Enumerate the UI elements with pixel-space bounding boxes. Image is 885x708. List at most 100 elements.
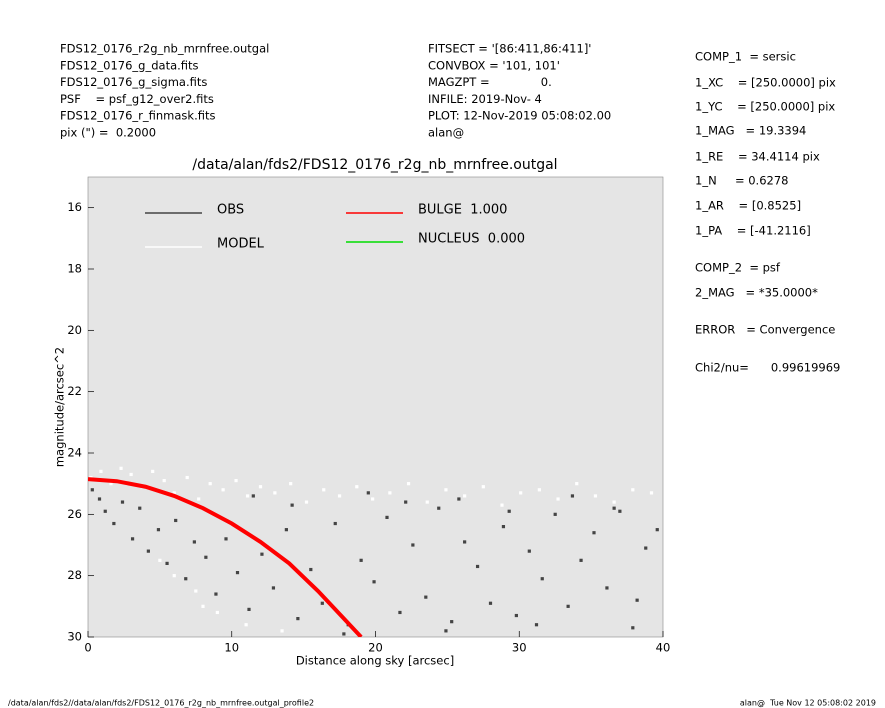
header-line: pix (") = 0.2000 — [60, 126, 156, 140]
y-axis-label: magnitude/arcsec^2 — [53, 347, 67, 467]
data-point — [221, 488, 225, 492]
data-point — [120, 500, 125, 504]
data-point — [174, 518, 178, 523]
data-point — [103, 509, 107, 513]
y-tick-label: 20 — [67, 323, 82, 337]
data-point — [129, 472, 133, 477]
data-point — [138, 506, 142, 510]
data-point — [271, 586, 276, 590]
data-point — [450, 620, 454, 624]
y-tick-label: 18 — [67, 262, 82, 276]
y-tick-label: 28 — [67, 568, 82, 582]
model-curve — [88, 477, 363, 637]
data-point — [605, 586, 609, 590]
chart-title: /data/alan/fds2/FDS12_0176_r2g_nb_mrnfre… — [192, 157, 557, 173]
data-point — [97, 497, 102, 501]
data-point — [425, 500, 429, 504]
data-point — [289, 482, 293, 486]
data-point — [631, 488, 635, 492]
x-tick-label: 10 — [224, 641, 239, 655]
header-line: FDS12_0176_g_sigma.fits — [60, 75, 207, 89]
data-point — [244, 623, 248, 627]
data-point — [201, 604, 205, 608]
data-point — [204, 555, 208, 559]
data-point — [366, 491, 370, 495]
fit-result: 1_AR = [0.8525] — [695, 199, 801, 213]
y-tick-label: 30 — [67, 630, 82, 644]
legend-label: OBS — [217, 203, 244, 218]
data-point — [481, 485, 485, 489]
data-point — [158, 558, 162, 562]
header-line: FDS12_0176_g_data.fits — [60, 58, 199, 72]
data-point — [649, 491, 654, 495]
data-point — [500, 503, 504, 507]
data-point — [273, 491, 277, 495]
data-point — [406, 482, 411, 486]
data-point — [162, 479, 166, 483]
data-point — [119, 466, 123, 470]
data-point — [579, 558, 583, 562]
header-line: INFILE: 2019-Nov- 4 — [428, 92, 542, 106]
data-point — [655, 528, 659, 532]
data-point — [575, 482, 579, 486]
fit-result: 2_MAG = *35.0000* — [695, 286, 818, 300]
data-point — [109, 482, 113, 486]
data-point — [444, 488, 448, 492]
data-point — [337, 494, 342, 498]
data-point — [359, 558, 363, 562]
fit-result: ERROR = Convergence — [695, 323, 835, 337]
data-point — [355, 485, 359, 489]
header-line: CONVBOX = '101, 101' — [428, 58, 560, 72]
header-line: FITSECT = '[86:411,86:411]' — [428, 42, 591, 56]
header-line: FDS12_0176_r_finmask.fits — [60, 109, 215, 123]
data-point — [184, 577, 188, 581]
data-point — [388, 491, 392, 495]
data-point — [322, 488, 326, 492]
header-line: FDS12_0176_r2g_nb_mrnfree.outgal — [60, 42, 269, 56]
data-point — [342, 632, 346, 636]
data-point — [514, 613, 518, 618]
fit-result: 1_YC = [250.0000] pix — [695, 100, 835, 114]
fit-result: 1_PA = [-41.2116] — [695, 224, 811, 238]
data-point — [488, 601, 493, 605]
data-point — [507, 509, 511, 513]
data-point — [172, 491, 176, 495]
y-tick-label: 22 — [67, 384, 82, 398]
x-tick-label: 30 — [512, 641, 527, 655]
data-point — [172, 574, 176, 578]
data-point — [224, 537, 228, 541]
legend-label: BULGE 1.000 — [418, 203, 507, 218]
data-point — [284, 528, 288, 532]
data-point — [593, 494, 598, 498]
data-point — [90, 488, 94, 492]
data-point — [612, 506, 616, 510]
data-point — [385, 515, 389, 519]
data-point — [185, 475, 189, 480]
fit-result: Chi2/nu= 0.99619969 — [695, 361, 840, 375]
data-point — [234, 479, 238, 483]
data-point — [519, 491, 523, 495]
data-point — [437, 506, 441, 510]
data-point — [612, 500, 616, 504]
header-line: alan@ — [428, 126, 464, 140]
data-point — [165, 561, 169, 565]
plot-area — [87, 176, 664, 638]
data-point — [151, 469, 155, 473]
data-point — [251, 494, 255, 498]
y-tick-label: 16 — [67, 200, 82, 214]
header-line: MAGZPT = 0. — [428, 75, 552, 89]
data-point — [527, 549, 531, 553]
header-line: PLOT: 12-Nov-2019 05:08:02.00 — [428, 109, 611, 123]
data-point — [112, 521, 116, 526]
footer-path: /data/alan/fds2//data/alan/fds2/FDS12_01… — [8, 699, 314, 708]
data-point — [309, 567, 313, 572]
data-point — [570, 494, 575, 498]
data-point — [320, 601, 324, 605]
data-point — [192, 540, 196, 544]
x-axis-label: Distance along sky [arcsec] — [296, 654, 454, 668]
data-point — [444, 629, 448, 633]
data-point — [372, 580, 376, 584]
data-point — [260, 552, 264, 556]
data-point — [247, 607, 251, 611]
